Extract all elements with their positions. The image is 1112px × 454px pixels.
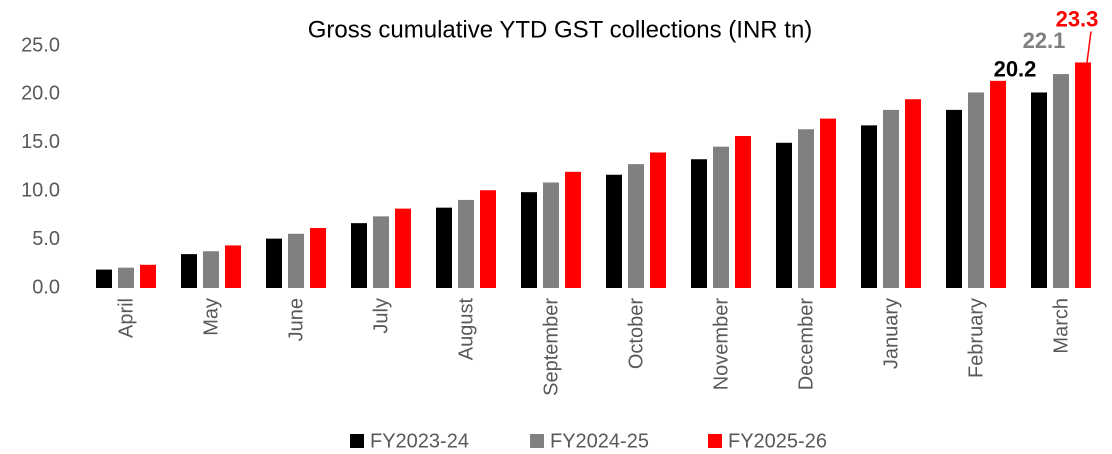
bar [225, 245, 241, 288]
bar [650, 152, 666, 288]
legend-label: FY2023-24 [370, 430, 469, 452]
legend-swatch [708, 434, 722, 448]
data-label: 20.2 [994, 56, 1037, 81]
x-tick-label: January [880, 298, 902, 369]
bar [968, 92, 984, 289]
bar [628, 164, 644, 288]
bar [521, 192, 537, 288]
bar [820, 118, 836, 288]
bar [310, 227, 326, 288]
x-tick-label: August [455, 298, 477, 361]
legend-swatch [530, 434, 544, 448]
bar [288, 233, 304, 288]
leader-line [1086, 31, 1092, 63]
bar [458, 199, 474, 288]
bar [946, 109, 962, 288]
y-tick-label: 25.0 [21, 34, 60, 56]
x-tick-label: October [625, 298, 647, 369]
bar [351, 223, 367, 288]
bar [373, 216, 389, 288]
x-tick-label: September [540, 298, 562, 396]
x-tick-label: December [795, 298, 817, 391]
bar [735, 136, 751, 288]
bar [181, 254, 197, 288]
bar [1053, 74, 1069, 289]
y-tick-label: 20.0 [21, 83, 60, 105]
bar [606, 174, 622, 288]
bar [96, 269, 112, 288]
data-label: 22.1 [1023, 28, 1066, 53]
bar [905, 99, 921, 289]
bar [798, 129, 814, 288]
bar [1075, 62, 1091, 289]
bar [480, 190, 496, 288]
bar [861, 125, 877, 288]
legend-label: FY2024-25 [550, 430, 649, 452]
x-tick-label: March [1050, 298, 1072, 354]
chart-title: Gross cumulative YTD GST collections (IN… [308, 16, 813, 43]
bar [713, 146, 729, 288]
bar [691, 159, 707, 288]
bar [203, 251, 219, 288]
x-tick-label: July [370, 298, 392, 334]
x-tick-label: May [200, 298, 222, 336]
bar [883, 109, 899, 288]
bar [266, 238, 282, 288]
bar [140, 264, 156, 288]
y-tick-label: 15.0 [21, 131, 60, 153]
y-tick-label: 10.0 [21, 179, 60, 201]
bar [565, 171, 581, 288]
bar [990, 80, 1006, 289]
bar [118, 267, 134, 288]
bar [776, 142, 792, 288]
x-tick-label: June [285, 298, 307, 341]
bar [395, 208, 411, 288]
legend-label: FY2025-26 [728, 430, 827, 452]
bar [1031, 92, 1047, 289]
bar [543, 182, 559, 288]
bar [436, 207, 452, 288]
legend-swatch [350, 434, 364, 448]
data-label: 23.3 [1056, 6, 1099, 31]
y-tick-label: 5.0 [32, 228, 60, 250]
x-tick-label: November [710, 298, 732, 391]
x-tick-label: February [965, 298, 987, 378]
y-tick-label: 0.0 [32, 276, 60, 298]
x-tick-label: April [115, 298, 137, 338]
